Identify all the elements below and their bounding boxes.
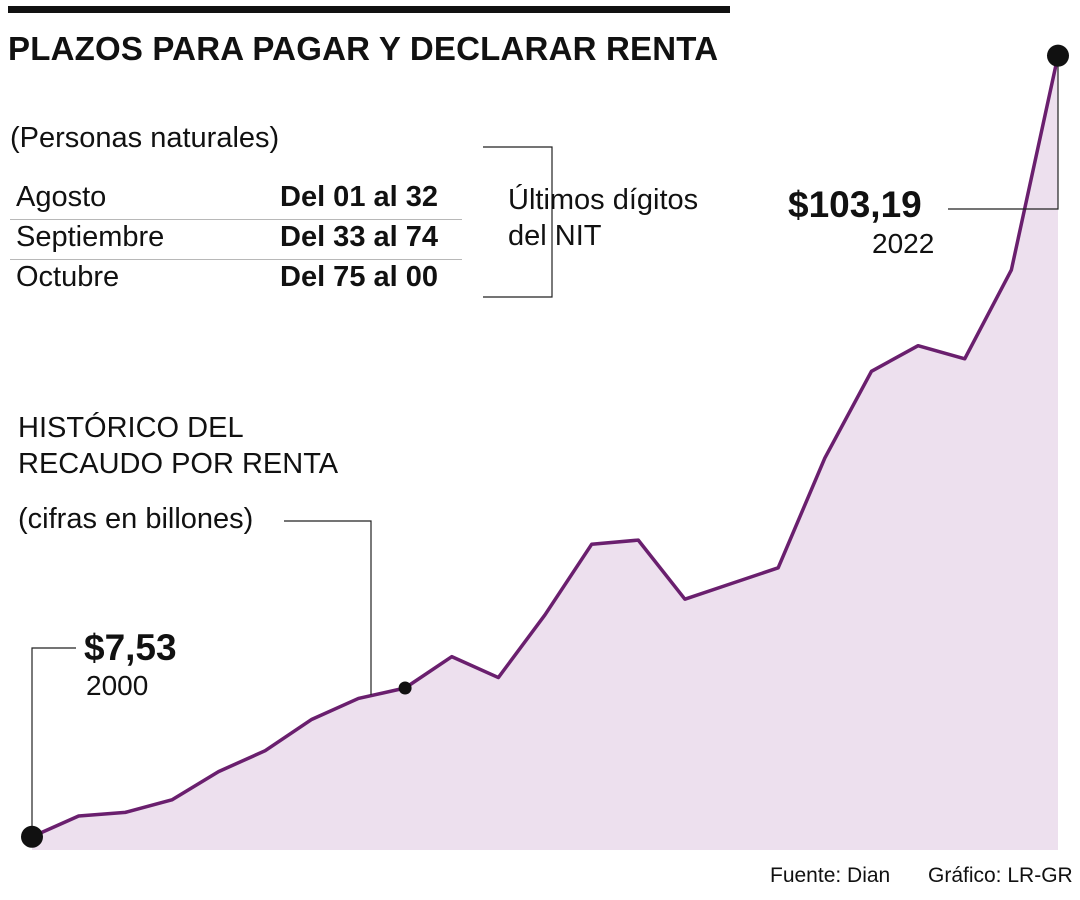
history-units: (cifras en billones): [18, 503, 254, 535]
schedule-row-agosto: Agosto Del 01 al 32: [10, 180, 462, 220]
end-point-marker: [1047, 44, 1069, 67]
data-point-2005: [263, 749, 267, 753]
data-point-2004: [217, 770, 221, 774]
schedule-range: Del 01 al 32: [280, 181, 438, 213]
data-point-2020: [963, 357, 967, 361]
history-title-line-2: RECAUDO POR RENTA: [18, 448, 339, 480]
end-year-label: 2022: [872, 228, 935, 259]
history-title-line-1: HISTÓRICO DEL: [18, 412, 244, 444]
data-point-2015: [730, 581, 734, 585]
end-value-label: $103,19: [788, 184, 922, 225]
schedule-row-septiembre: Septiembre Del 33 al 74: [10, 220, 462, 260]
data-point-2021: [1009, 268, 1013, 272]
schedule-month: Octubre: [16, 261, 120, 293]
schedule-range: Del 75 al 00: [280, 261, 438, 293]
data-point-2019: [916, 344, 920, 348]
data-point-2002: [123, 810, 127, 814]
area-fill: [32, 55, 1058, 850]
units-leader: [284, 520, 372, 695]
data-point-2001: [77, 814, 81, 818]
history-title: HISTÓRICO DEL RECAUDO POR RENTA: [18, 410, 338, 482]
page-title: PLAZOS PARA PAGAR Y DECLARAR RENTA: [8, 30, 719, 67]
data-point-2013: [636, 538, 640, 542]
nit-digits-label: Últimos dígitos del NIT: [508, 182, 698, 254]
data-point-2016: [776, 566, 780, 570]
start-value-label: $7,53: [84, 627, 177, 668]
schedule-row-octubre: Octubre Del 75 al 00: [10, 260, 462, 299]
source-note: Fuente: Dian: [770, 864, 891, 887]
end-leader: [948, 55, 1059, 210]
schedule-month: Agosto: [16, 181, 107, 213]
data-point-2011: [543, 613, 547, 617]
schedule-range: Del 33 al 74: [280, 221, 438, 253]
schedule-month: Septiembre: [16, 221, 165, 253]
credit-note: Gráfico: LR-GR: [928, 864, 1073, 887]
nit-bracket: [483, 146, 553, 298]
start-leader: [31, 647, 76, 837]
start-point-marker: [21, 825, 43, 848]
data-point-2009: [450, 655, 454, 659]
nit-label-line-2: del NIT: [508, 220, 602, 252]
data-point-2012: [590, 542, 594, 546]
start-year-label: 2000: [86, 670, 149, 701]
schedule-subtitle: (Personas naturales): [10, 122, 280, 154]
data-point-2003: [170, 798, 174, 802]
top-rule: [8, 6, 730, 13]
data-point-2014: [683, 597, 687, 601]
units-pointer-dot: [398, 681, 412, 695]
nit-label-line-1: Últimos dígitos: [508, 184, 699, 216]
data-point-2010: [496, 676, 500, 680]
data-point-2006: [310, 717, 314, 721]
data-point-2018: [869, 369, 873, 373]
data-point-2017: [823, 456, 827, 460]
data-point-2007: [356, 696, 360, 700]
series-line: [30, 53, 1060, 839]
